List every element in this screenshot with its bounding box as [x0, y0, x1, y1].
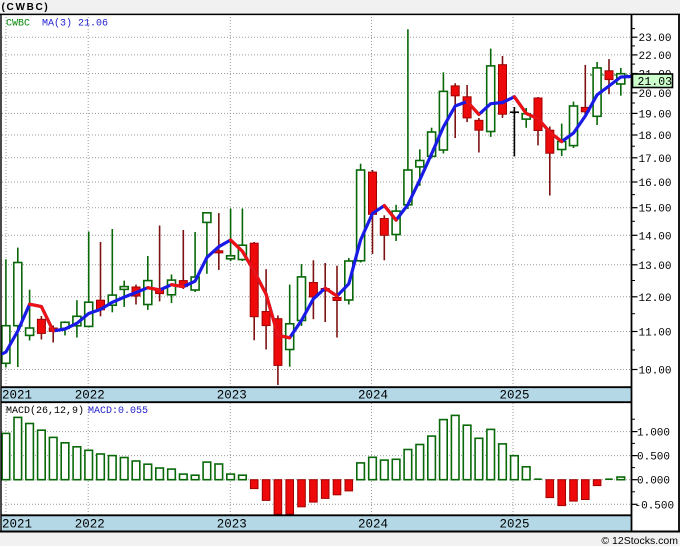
svg-text:2023: 2023	[217, 388, 247, 402]
svg-text:16.00: 16.00	[639, 178, 672, 190]
svg-text:2024: 2024	[358, 388, 388, 402]
svg-text:19.00: 19.00	[639, 109, 672, 121]
svg-text:18.00: 18.00	[639, 131, 672, 143]
svg-text:MACD(26,12,9): MACD(26,12,9)	[6, 405, 84, 417]
svg-text:11.00: 11.00	[639, 328, 672, 340]
svg-text:2022: 2022	[75, 388, 105, 402]
svg-text:CWBC: CWBC	[6, 18, 30, 29]
svg-text:0.500: 0.500	[637, 452, 670, 464]
svg-text:MACD:0.055: MACD:0.055	[88, 406, 148, 417]
svg-text:17.00: 17.00	[639, 154, 672, 166]
svg-text:14.00: 14.00	[639, 231, 672, 243]
svg-text:15.00: 15.00	[639, 204, 672, 216]
svg-text:21.03: 21.03	[638, 76, 673, 89]
svg-text:23.00: 23.00	[639, 33, 672, 45]
svg-text:2025: 2025	[499, 388, 529, 402]
svg-text:10.00: 10.00	[639, 366, 672, 378]
svg-text:2025: 2025	[499, 517, 529, 531]
svg-text:(CWBC): (CWBC)	[2, 2, 50, 13]
svg-text:MA(3) 21.06: MA(3) 21.06	[42, 17, 108, 29]
svg-text:13.00: 13.00	[639, 261, 672, 273]
svg-text:12.00: 12.00	[639, 293, 672, 305]
svg-text:0.000: 0.000	[637, 476, 670, 488]
svg-text:1.000: 1.000	[637, 428, 670, 440]
svg-text:2021: 2021	[2, 517, 32, 531]
svg-text:22.00: 22.00	[639, 51, 672, 63]
svg-text:2023: 2023	[217, 517, 247, 531]
svg-text:2024: 2024	[358, 517, 388, 531]
svg-text:2021: 2021	[2, 388, 32, 402]
svg-text:20.00: 20.00	[639, 89, 672, 101]
svg-text:-0.500: -0.500	[635, 500, 675, 512]
svg-text:© 12Stocks.com: © 12Stocks.com	[601, 535, 678, 546]
svg-text:2022: 2022	[75, 517, 105, 531]
